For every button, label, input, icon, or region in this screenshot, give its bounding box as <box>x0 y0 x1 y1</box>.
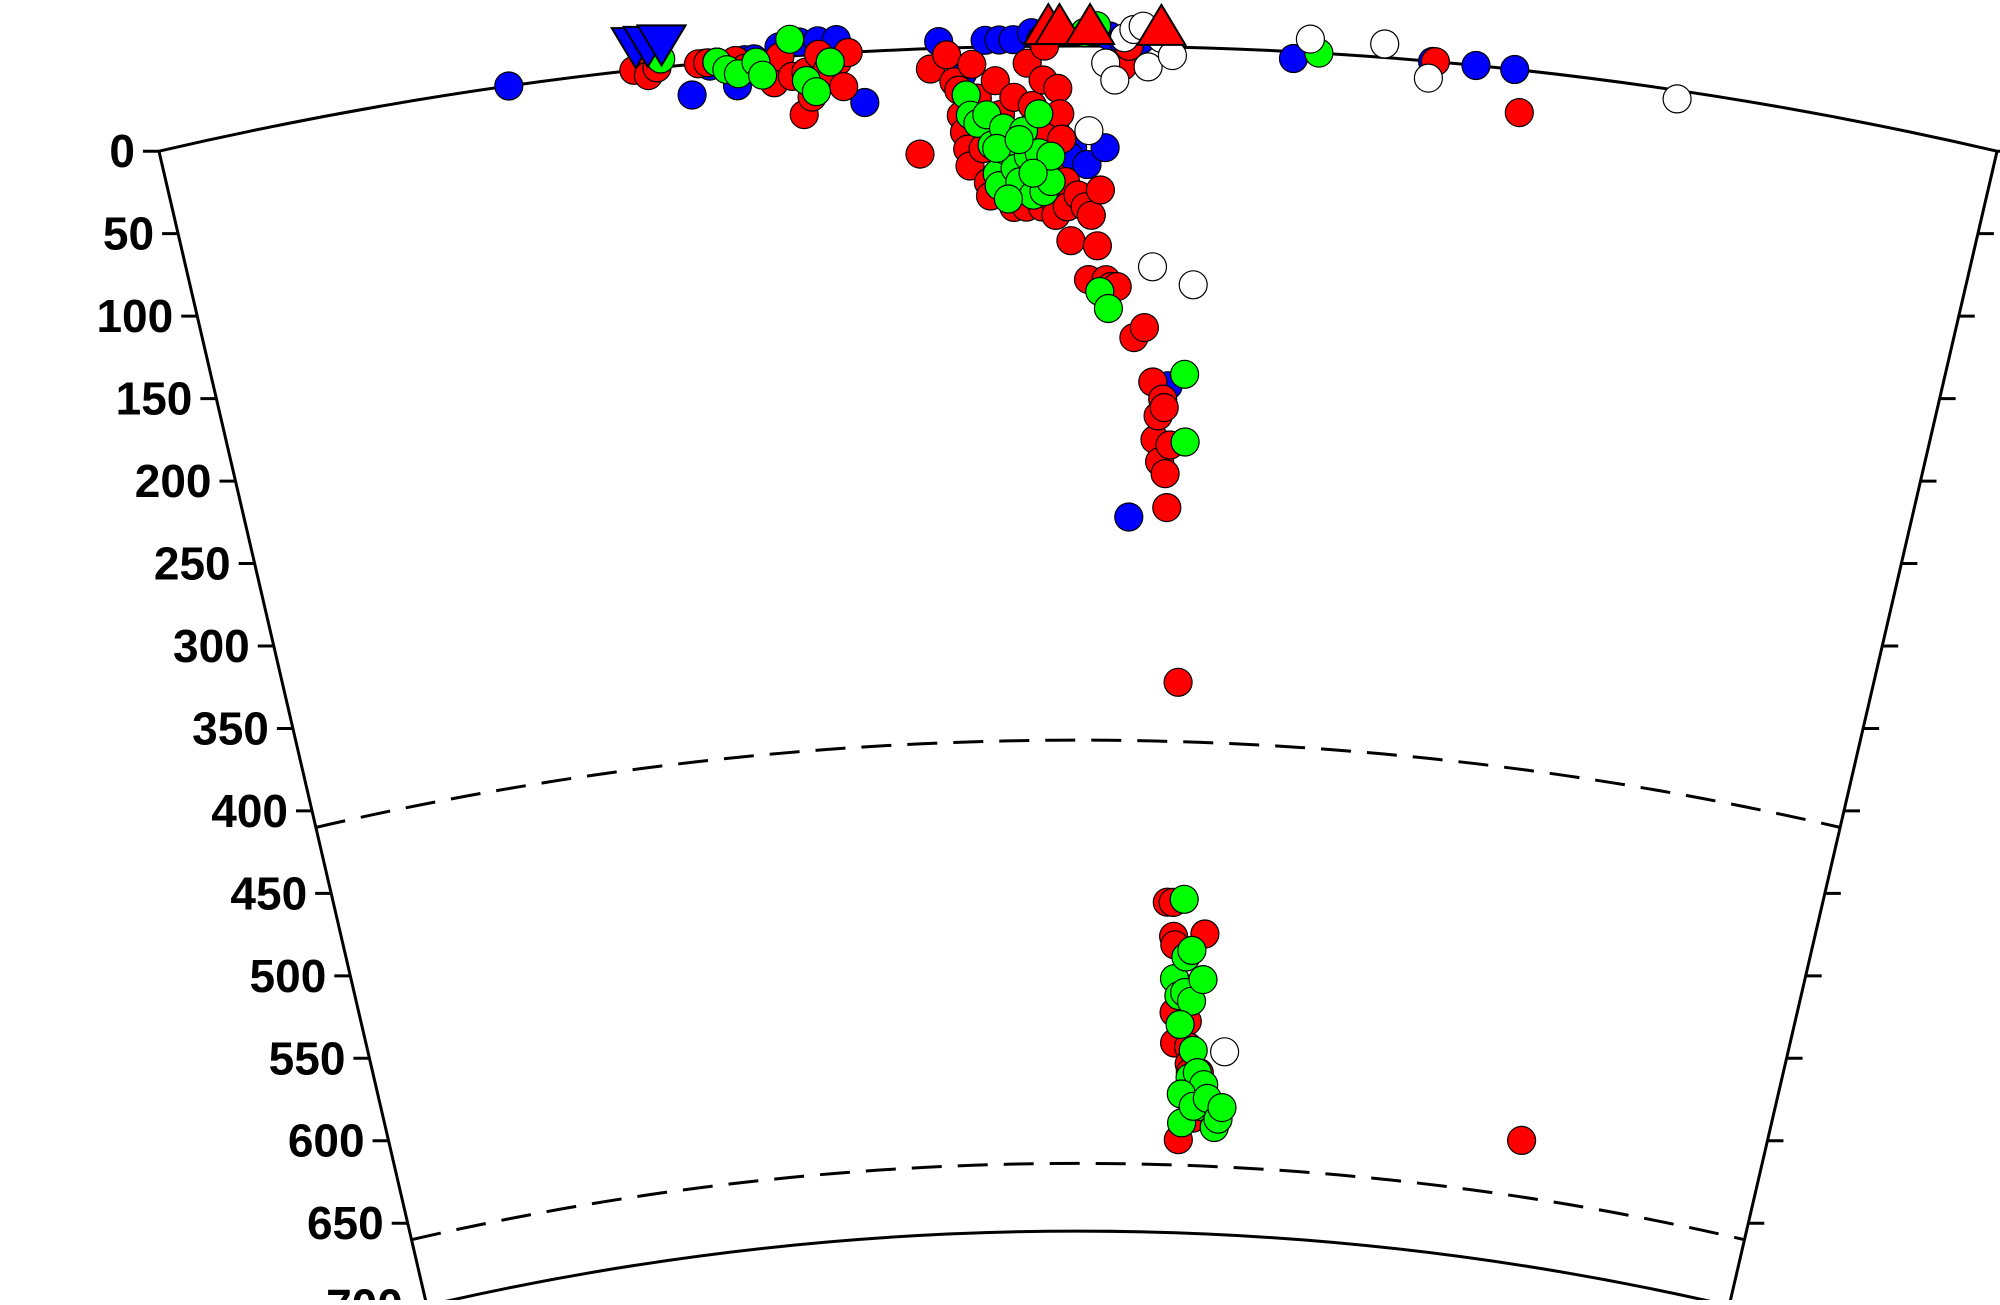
hypocenter-point <box>775 24 805 54</box>
hypocenter-point <box>850 87 880 118</box>
hypocenter-point <box>1082 231 1113 261</box>
hypocenter-point <box>1100 65 1130 95</box>
y-tick-label: 450 <box>230 867 307 919</box>
hypocenter-point <box>1085 175 1116 205</box>
hypocenter-point <box>1137 252 1168 282</box>
hypocenter-point <box>1163 667 1193 697</box>
hypocenter-point <box>931 40 962 70</box>
volcano-marker <box>1135 2 1188 46</box>
hypocenter-point <box>1076 200 1106 230</box>
hypocenter-point <box>494 71 524 101</box>
y-tick-label: 400 <box>211 785 288 837</box>
hypocenter-point <box>1133 52 1163 82</box>
hypocenter-point <box>1018 158 1048 188</box>
hypocenter-point <box>1043 73 1073 104</box>
hypocenter-point <box>1188 964 1218 995</box>
y-tick-label: 200 <box>135 455 212 507</box>
surface-markers <box>609 2 1188 71</box>
hypocenter-point <box>1370 29 1400 59</box>
y-tick-label: 150 <box>116 373 193 425</box>
frame-top-arc <box>158 44 1998 153</box>
hypocenter-point <box>1114 502 1144 532</box>
hypocenter-point <box>1165 1009 1195 1040</box>
hypocenter-point <box>980 66 1010 96</box>
y-tick-label: 0 <box>109 125 135 177</box>
hypocenter-point <box>1072 149 1102 180</box>
y-tick-label: 100 <box>96 290 173 342</box>
hypocenter-point <box>1150 459 1180 489</box>
y-tick-label: 700 <box>326 1280 403 1300</box>
volcano-marker <box>1064 2 1116 46</box>
frame-bottom-arc <box>426 1229 1730 1305</box>
discontinuity-lines <box>315 738 1841 1242</box>
hypocenter-point <box>1169 884 1199 914</box>
hypocenter-point <box>1295 24 1326 54</box>
hypocenter-point <box>1024 99 1054 129</box>
hypocenter-point <box>1056 226 1086 256</box>
hypocenter-point <box>1093 293 1124 324</box>
hypocenter-point <box>957 49 987 79</box>
hypocenter-point <box>1074 116 1104 146</box>
frame-right-edge <box>1727 150 1999 1305</box>
hypocenter-point <box>1207 1092 1237 1123</box>
hypocenter-point <box>1036 141 1066 171</box>
y-tick-label: 550 <box>269 1032 346 1084</box>
depth-axis: 0 50 100 150 200 250 300 350 400 450 500 550 600 650 7… <box>96 125 2000 1305</box>
station-marker <box>635 24 688 68</box>
y-tick-label: 650 <box>307 1197 384 1249</box>
y-tick-label: 250 <box>154 538 231 590</box>
hypocenter-point <box>1500 54 1530 85</box>
hypocenter-point <box>1169 359 1200 389</box>
hypocenter-point <box>1209 1037 1240 1067</box>
hypocenter-point <box>747 60 778 90</box>
hypocenter-point <box>905 139 935 169</box>
hypocenter-point <box>1461 50 1491 81</box>
hypocenter-point <box>1129 313 1160 343</box>
hypocenter-point <box>1149 393 1179 423</box>
hypocenter-point <box>1413 63 1444 93</box>
discontinuity-410-km <box>315 738 1841 829</box>
hypocenter-point <box>1506 1125 1537 1156</box>
hypocenter-point <box>1178 270 1208 300</box>
hypocenter-point <box>1504 97 1534 128</box>
hypocenter-point <box>1170 427 1200 457</box>
discontinuity-660-km <box>411 1161 1745 1242</box>
hypocenter-point <box>993 184 1024 214</box>
hypocenter-point <box>1662 84 1692 114</box>
hypocenter-point <box>1004 125 1034 155</box>
y-tick-label: 500 <box>250 950 327 1002</box>
hypocenter-point <box>1177 935 1207 966</box>
y-tick-label: 50 <box>103 208 154 260</box>
hypocenter-point <box>829 72 859 102</box>
hypocenter-point <box>801 77 832 107</box>
y-tick-label: 350 <box>192 702 269 754</box>
hypocenter-point <box>815 47 845 77</box>
hypocenter-point <box>677 80 707 110</box>
hypocenter-point <box>1152 493 1182 523</box>
hypocenter-points <box>494 11 1692 1156</box>
y-tick-label: 300 <box>173 620 250 672</box>
y-tick-label: 600 <box>288 1115 365 1167</box>
